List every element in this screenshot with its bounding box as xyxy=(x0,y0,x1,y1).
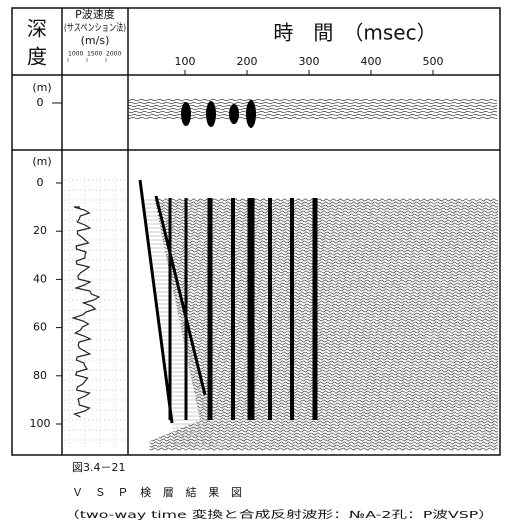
depth-tick-label: 80 xyxy=(33,369,47,382)
depth-tick-label: 0 xyxy=(37,176,44,189)
velocity-grid xyxy=(64,178,126,450)
depth-label: 度 xyxy=(27,45,47,69)
first-arrival xyxy=(138,179,174,424)
velocity-tick-label: 2000 xyxy=(106,51,121,58)
time-tick-label: 100 xyxy=(175,55,196,68)
top-event xyxy=(229,104,239,124)
velocity-tick-label: 1500 xyxy=(87,51,102,58)
velocity-unit: (m/s) xyxy=(81,34,110,47)
figure-title: ＶＳＰ検層結果図 xyxy=(72,485,242,499)
top-unit: (m) xyxy=(32,81,51,94)
depth-tick-label: 60 xyxy=(33,321,47,334)
top-trace-lines xyxy=(128,98,498,120)
top-event xyxy=(181,102,191,126)
depth-tick-label: 0 xyxy=(37,96,44,109)
fan-line xyxy=(154,195,207,396)
time-tick-label: 300 xyxy=(299,55,320,68)
velocity-tick-label: 1000 xyxy=(68,51,83,58)
time-tick-label: 500 xyxy=(423,55,444,68)
top-event xyxy=(206,101,216,127)
time-tick-label: 200 xyxy=(237,55,258,68)
velocity-title: P波速度 xyxy=(75,7,115,21)
figure-number: 図3.4－21 xyxy=(72,461,126,474)
top-event xyxy=(246,100,256,128)
trace-lines xyxy=(149,198,499,451)
time-title: 時 間 （msec） xyxy=(273,21,436,45)
depth-tick-label: 40 xyxy=(33,272,47,285)
velocity-method: (サスペンション法) xyxy=(64,21,126,34)
main-unit: (m) xyxy=(32,155,51,168)
depth-label: 深 xyxy=(27,17,47,41)
depth-tick-label: 20 xyxy=(33,224,47,237)
velocity-log xyxy=(71,206,101,418)
seismic-traces xyxy=(64,98,499,451)
pre-arrival-zone xyxy=(129,178,200,450)
depth-tick-label: 100 xyxy=(30,417,51,430)
frame xyxy=(11,7,501,456)
figure-subtitle: （two-way time 変換と合成反射波形：№A-2孔：P波VSP） xyxy=(64,508,494,521)
outer-border xyxy=(11,7,501,456)
time-tick-label: 400 xyxy=(361,55,382,68)
